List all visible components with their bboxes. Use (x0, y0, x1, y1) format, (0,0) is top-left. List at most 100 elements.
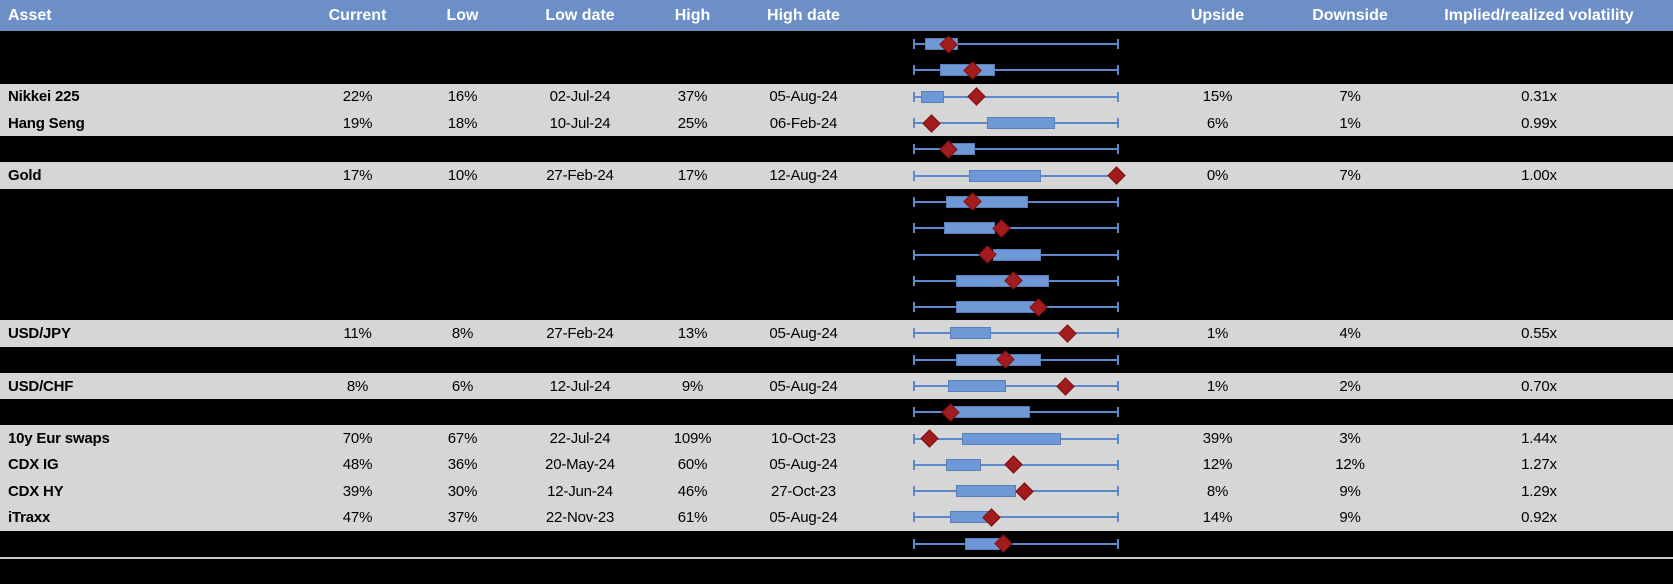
range-boxplot (862, 215, 1140, 241)
asset-name: Nikkei 225 (8, 88, 80, 106)
interquartile-box (993, 248, 1041, 261)
low-date: 20-May-24 (545, 456, 615, 474)
interquartile-box (956, 274, 1049, 287)
whisker-cap-right (1117, 381, 1119, 391)
whisker-cap-right (1117, 249, 1119, 260)
low-date: 27-Feb-24 (546, 167, 614, 185)
interquartile-box (987, 117, 1056, 130)
downside-value: 4% (1339, 324, 1361, 342)
bottom-redacted-band (0, 558, 1673, 584)
low-value: 18% (447, 114, 478, 132)
downside-value: 7% (1339, 167, 1361, 185)
current-marker-diamond (920, 429, 939, 448)
table-row: CDX HY 39% 30% 12-Jun-24 46% 27-Oct-23 8… (0, 478, 1673, 505)
low-date: 10-Jul-24 (549, 114, 611, 132)
high-value: 60% (677, 456, 708, 474)
asset-name: USD/JPY (8, 324, 71, 342)
current-value: 70% (342, 430, 373, 448)
low-value: 30% (447, 482, 478, 500)
column-header-high-date: High date (767, 6, 840, 24)
current-marker-diamond (1056, 376, 1075, 396)
upside-value: 8% (1206, 482, 1229, 500)
whisker-cap-left (913, 170, 915, 181)
whisker-cap-left (913, 223, 915, 234)
upside-value: 12% (1202, 456, 1233, 474)
range-boxplot (862, 110, 1140, 136)
implied-realized-ratio: 0.31x (1521, 88, 1557, 106)
whisker-line (913, 227, 1119, 230)
whisker-cap-left (913, 486, 915, 497)
whisker-cap-left (913, 381, 915, 391)
interquartile-box (921, 90, 944, 103)
interquartile-box (956, 301, 1039, 314)
current-marker-diamond (967, 87, 987, 106)
whisker-line (913, 148, 1119, 151)
whisker-cap-left (913, 65, 915, 76)
downside-value: 12% (1335, 456, 1365, 474)
table-row: Hang Seng 19% 18% 10-Jul-24 25% 06-Feb-2… (0, 109, 1673, 137)
downside-value: 9% (1339, 508, 1361, 526)
high-date: 05-Aug-24 (769, 324, 838, 342)
whisker-cap-right (1117, 275, 1119, 286)
current-marker-diamond (1107, 166, 1127, 185)
high-date: 05-Aug-24 (769, 377, 838, 395)
table-row (0, 241, 1673, 267)
table-row: iTraxx 47% 37% 22-Nov-23 61% 05-Aug-24 1… (0, 504, 1673, 531)
range-boxplot (862, 84, 1140, 110)
whisker-line (913, 332, 1119, 335)
low-date: 12-Jun-24 (547, 482, 613, 500)
column-header-current: Current (328, 6, 387, 24)
range-boxplot (862, 57, 1140, 83)
high-date: 05-Aug-24 (769, 508, 838, 526)
low-value: 8% (451, 324, 474, 342)
implied-realized-ratio: 1.27x (1521, 456, 1557, 474)
downside-value: 9% (1339, 482, 1361, 500)
column-header-low-date: Low date (545, 6, 615, 24)
implied-realized-ratio: 1.00x (1521, 167, 1557, 185)
whisker-cap-left (913, 512, 915, 523)
table-row (0, 189, 1673, 215)
column-header-upside: Upside (1190, 6, 1245, 24)
whisker-cap-right (1117, 65, 1119, 76)
current-value: 22% (342, 88, 373, 106)
table-row (0, 215, 1673, 241)
whisker-cap-right (1117, 144, 1119, 155)
implied-realized-ratio: 1.29x (1521, 482, 1557, 500)
current-value: 47% (342, 508, 373, 526)
current-value: 19% (342, 114, 373, 132)
current-value: 11% (343, 324, 372, 342)
range-boxplot (862, 425, 1140, 451)
upside-value: 1% (1206, 324, 1229, 342)
range-boxplot (862, 189, 1140, 215)
high-value: 109% (673, 430, 712, 448)
implied-realized-ratio: 1.44x (1521, 430, 1557, 448)
whisker-cap-left (913, 459, 915, 470)
interquartile-box (943, 222, 996, 235)
range-boxplot (862, 294, 1140, 320)
whisker-cap-right (1117, 91, 1119, 102)
interquartile-box (968, 169, 1041, 182)
table-row: USD/CHF 8% 6% 12-Jul-24 9% 05-Aug-24 1% … (0, 372, 1673, 400)
asset-name: iTraxx (8, 508, 51, 526)
whisker-cap-right (1117, 407, 1119, 418)
whisker-cap-left (913, 196, 915, 207)
asset-name: Hang Seng (8, 114, 85, 132)
asset-name: CDX HY (8, 482, 64, 500)
whisker-line (913, 69, 1119, 72)
current-value: 17% (342, 167, 373, 185)
range-boxplot (862, 452, 1140, 478)
low-value: 6% (451, 377, 474, 395)
table-row (0, 294, 1673, 320)
whisker-line (913, 95, 1119, 98)
whisker-cap-right (1117, 223, 1119, 234)
high-value: 61% (677, 508, 708, 526)
range-boxplot (862, 504, 1140, 530)
low-value: 67% (447, 430, 478, 448)
range-boxplot (862, 136, 1140, 162)
low-value: 37% (447, 508, 478, 526)
asset-name: USD/CHF (8, 377, 74, 395)
whisker-cap-right (1117, 39, 1119, 50)
table-header-row: Asset Current Low Low date High High dat… (0, 0, 1673, 31)
high-date: 05-Aug-24 (769, 88, 838, 106)
low-date: 02-Jul-24 (549, 88, 611, 106)
